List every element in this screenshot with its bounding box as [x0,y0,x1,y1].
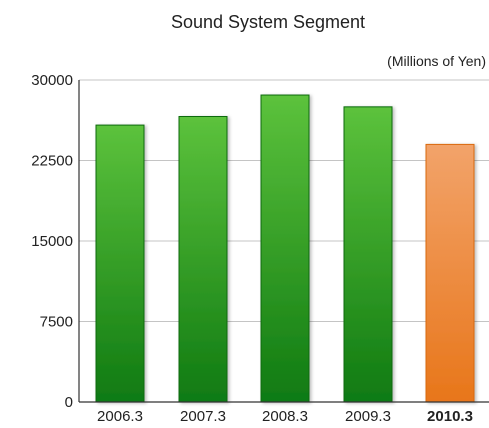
y-tick-label: 0 [65,394,73,411]
chart-title: Sound System Segment [171,12,365,32]
x-tick-label: 2009.3 [345,408,391,425]
y-axis-tick-labels: 0 7500 15000 22500 30000 [31,72,73,411]
x-tick-label: 2007.3 [180,408,226,425]
axes [78,80,489,403]
y-tick-label: 15000 [31,233,73,250]
bars [95,94,475,403]
bar-2008.3 [260,94,310,403]
x-tick-label: 2008.3 [262,408,308,425]
chart-unit-label: (Millions of Yen) [387,53,486,69]
y-tick-label: 22500 [31,153,73,170]
y-tick-label: 7500 [40,314,73,331]
bar-2007.3 [178,115,228,403]
x-tick-label: 2006.3 [97,408,143,425]
bar-2010.3 [425,143,475,403]
x-tick-label: 2010.3 [427,408,473,425]
y-tick-label: 30000 [31,72,73,89]
bar-2006.3 [95,124,145,403]
x-axis-tick-labels: 2006.3 2007.3 2008.3 2009.3 2010.3 [97,408,473,425]
bar-2009.3 [343,106,393,403]
